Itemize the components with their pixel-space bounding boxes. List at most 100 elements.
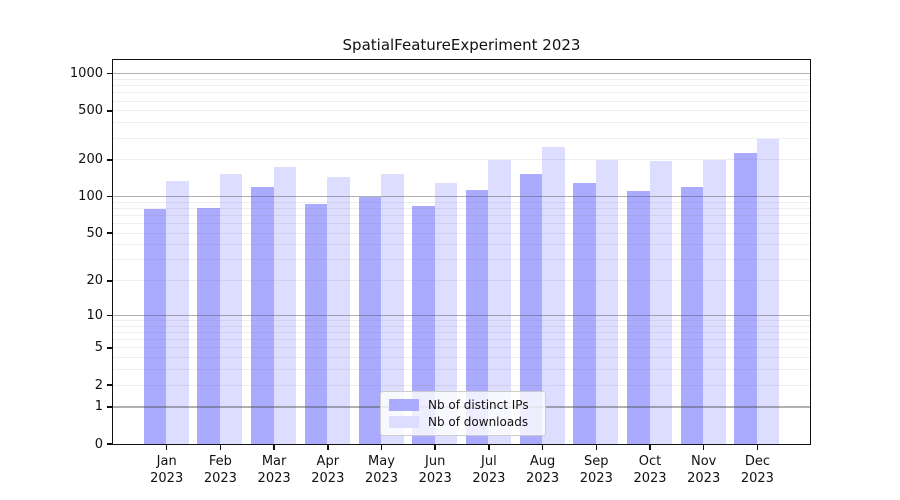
gridline-minor-90 <box>112 201 810 203</box>
y-tick-label-200: 200 <box>78 152 103 168</box>
bar-nb-of-distinct-ips-feb <box>197 207 220 444</box>
x-label-month: Oct <box>638 454 662 469</box>
y-tick-5 <box>107 347 112 349</box>
gridline-major-1000 <box>112 73 810 75</box>
y-tick-1 <box>107 406 112 408</box>
gridline-minor-200 <box>112 159 810 161</box>
legend-row-downloads: Nb of downloads <box>389 415 537 429</box>
bar-nb-of-downloads-sep <box>595 159 619 444</box>
chart-title: SpatialFeatureExperiment 2023 <box>342 36 581 54</box>
bar-nb-of-distinct-ips-apr <box>304 203 328 444</box>
x-label-month: Nov <box>691 454 717 469</box>
y-tick-1000 <box>107 72 112 75</box>
gridline-minor-20 <box>112 280 810 282</box>
x-label-year: 2023 <box>579 471 613 486</box>
x-label-year: 2023 <box>633 471 667 486</box>
x-tick-nov <box>702 445 705 450</box>
bar-nb-of-distinct-ips-nov <box>680 186 704 444</box>
x-label-month: Sep <box>584 454 609 469</box>
gridline-minor-40 <box>112 244 810 246</box>
x-label-year: 2023 <box>257 471 291 486</box>
bar-nb-of-distinct-ips-may <box>358 196 381 444</box>
x-label-year: 2023 <box>150 471 184 486</box>
gridline-minor-9 <box>112 320 810 322</box>
x-label-year: 2023 <box>740 471 774 486</box>
x-tick-label-feb: Feb 2023 <box>192 453 248 487</box>
x-tick-label-dec: Dec 2023 <box>729 453 785 487</box>
bar-nb-of-distinct-ips-dec <box>734 153 757 444</box>
bar-nb-of-downloads-mar <box>273 166 297 444</box>
y-tick-label-20: 20 <box>86 273 103 289</box>
y-tick-10 <box>107 314 112 317</box>
x-tick-label-nov: Nov 2023 <box>676 453 732 487</box>
x-tick-aug <box>541 445 544 450</box>
x-label-year: 2023 <box>472 471 506 486</box>
x-tick-jul <box>488 445 490 450</box>
bar-nb-of-distinct-ips-oct <box>627 191 650 444</box>
y-tick-label-100: 100 <box>78 189 103 205</box>
bar-nb-of-downloads-nov <box>703 159 726 444</box>
y-tick-20 <box>107 280 112 282</box>
x-tick-label-jul: Jul 2023 <box>461 453 517 487</box>
x-label-year: 2023 <box>203 471 237 486</box>
x-tick-sep <box>595 445 598 450</box>
y-tick-0 <box>107 443 112 445</box>
x-label-month: Mar <box>261 454 287 469</box>
x-label-year: 2023 <box>687 471 721 486</box>
x-label-month: Jan <box>156 454 177 469</box>
gridline-minor-700 <box>112 92 810 94</box>
y-tick-label-50: 50 <box>86 225 103 241</box>
legend: Nb of distinct IPs Nb of downloads <box>380 391 546 436</box>
gridline-minor-2 <box>112 384 810 386</box>
gridline-minor-300 <box>112 137 810 139</box>
y-tick-2 <box>107 384 112 386</box>
x-tick-feb <box>219 445 222 450</box>
x-tick-label-apr: Apr 2023 <box>300 453 356 487</box>
bar-nb-of-downloads-jun <box>434 183 458 444</box>
bar-nb-of-distinct-ips-jul <box>465 189 489 444</box>
x-tick-label-may: May 2023 <box>354 453 410 487</box>
x-label-year: 2023 <box>311 471 345 486</box>
gridline-major-100 <box>112 196 810 198</box>
gridline-minor-5 <box>112 347 810 349</box>
x-tick-jun <box>434 445 436 450</box>
x-tick-label-sep: Sep 2023 <box>568 453 624 487</box>
x-label-month: Jun <box>425 454 446 469</box>
gridline-minor-4 <box>112 357 810 359</box>
bar-nb-of-distinct-ips-jan <box>143 209 167 444</box>
bar-nb-of-distinct-ips-jun <box>412 206 435 444</box>
y-tick-50 <box>107 232 112 235</box>
x-tick-may <box>380 445 383 450</box>
gridline-minor-6 <box>112 339 810 341</box>
y-tick-label-0: 0 <box>94 436 103 452</box>
bar-nb-of-downloads-jul <box>488 160 511 444</box>
x-tick-dec <box>756 445 759 450</box>
x-tick-label-mar: Mar 2023 <box>246 453 302 487</box>
x-label-year: 2023 <box>526 471 560 486</box>
bar-nb-of-downloads-aug <box>542 146 565 444</box>
x-tick-mar <box>273 445 275 450</box>
gridline-major-10 <box>112 314 810 317</box>
gridline-minor-600 <box>112 100 810 102</box>
legend-row-distinct-ips: Nb of distinct IPs <box>389 398 537 412</box>
y-tick-label-500: 500 <box>78 103 103 119</box>
x-tick-label-oct: Oct 2023 <box>622 453 678 487</box>
bar-nb-of-downloads-apr <box>327 176 350 444</box>
gridline-minor-8 <box>112 325 810 327</box>
y-tick-label-10: 10 <box>86 307 103 323</box>
x-tick-jan <box>165 445 168 450</box>
plot-area <box>111 58 811 445</box>
legend-swatch-downloads <box>389 416 419 429</box>
bar-nb-of-downloads-feb <box>219 173 243 444</box>
y-tick-label-5: 5 <box>94 340 103 356</box>
x-tick-apr <box>327 445 329 450</box>
x-label-year: 2023 <box>364 471 399 486</box>
x-label-month: Jul <box>481 454 497 469</box>
bar-nb-of-downloads-dec <box>756 139 780 444</box>
y-tick-200 <box>107 158 112 161</box>
legend-swatch-distinct-ips <box>389 398 419 411</box>
bar-nb-of-downloads-oct <box>649 161 672 444</box>
gridline-minor-3 <box>112 369 810 371</box>
legend-label-downloads: Nb of downloads <box>428 415 529 430</box>
